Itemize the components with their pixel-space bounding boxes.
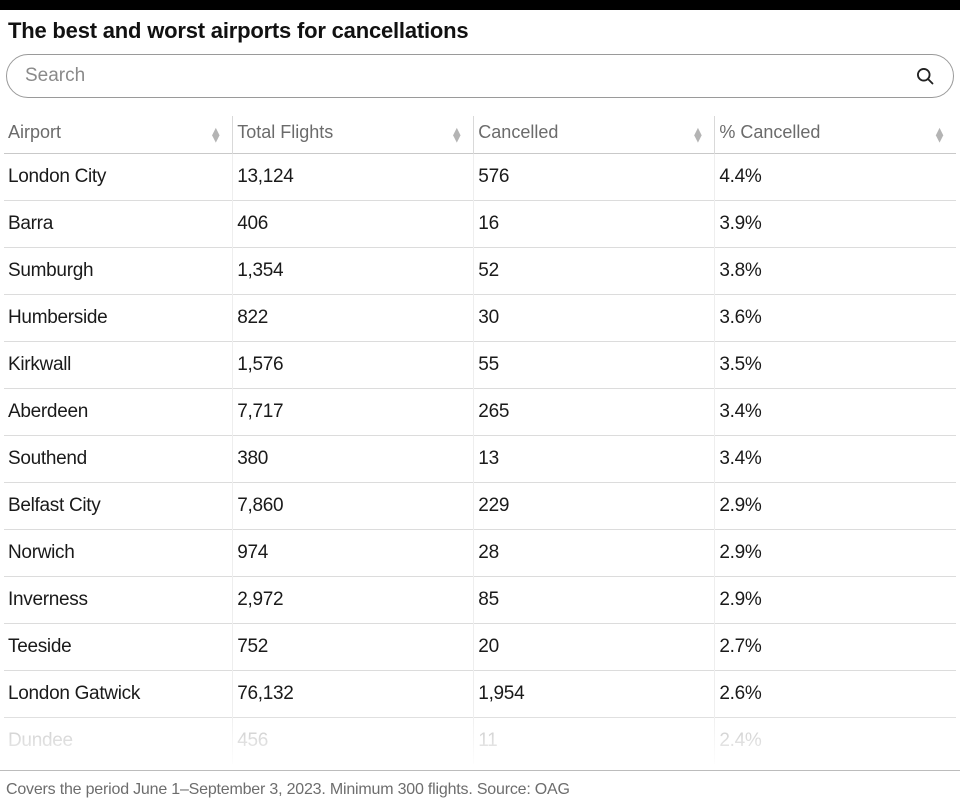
sort-icon[interactable]: ▲▼ xyxy=(933,127,946,141)
table-cell: London City xyxy=(4,154,233,201)
search-icon[interactable] xyxy=(915,66,935,86)
sort-icon[interactable]: ▲▼ xyxy=(692,127,705,141)
table-row: London Gatwick76,1321,9542.6% xyxy=(4,671,956,718)
table-cell: 2.7% xyxy=(715,624,956,671)
table-row: Sumburgh1,354523.8% xyxy=(4,248,956,295)
search-input[interactable] xyxy=(25,65,915,87)
top-black-bar xyxy=(0,0,960,10)
table-row: Kirkwall1,576553.5% xyxy=(4,342,956,389)
table-cell: 576 xyxy=(474,154,715,201)
table-cell: 3.9% xyxy=(715,201,956,248)
table-cell: 2,972 xyxy=(233,577,474,624)
footer-note: Covers the period June 1–September 3, 20… xyxy=(0,770,960,811)
table-row: Inverness2,972852.9% xyxy=(4,577,956,624)
table-row: Barra406163.9% xyxy=(4,201,956,248)
page-title: The best and worst airports for cancella… xyxy=(4,18,956,54)
table-cell: Humberside xyxy=(4,295,233,342)
table-cell: 55 xyxy=(474,342,715,389)
table-cell: 20 xyxy=(474,624,715,671)
table-row: Southend380133.4% xyxy=(4,436,956,483)
table-cell: 406 xyxy=(233,201,474,248)
table-cell: 974 xyxy=(233,530,474,577)
table-cell: 3.8% xyxy=(715,248,956,295)
table-cell: 13 xyxy=(474,436,715,483)
table-cell: 11 xyxy=(474,718,715,765)
table-cell: 1,354 xyxy=(233,248,474,295)
table-cell: London Gatwick xyxy=(4,671,233,718)
column-header-label: % Cancelled xyxy=(719,122,820,142)
table-cell: Inverness xyxy=(4,577,233,624)
table-cell: 16 xyxy=(474,201,715,248)
table-cell: 28 xyxy=(474,530,715,577)
column-header[interactable]: % Cancelled ▲▼ xyxy=(715,116,956,154)
table-cell: Norwich xyxy=(4,530,233,577)
table-row: Aberdeen7,7172653.4% xyxy=(4,389,956,436)
table-cell: 52 xyxy=(474,248,715,295)
table-cell: 3.5% xyxy=(715,342,956,389)
table-body: London City13,1245764.4%Barra406163.9%Su… xyxy=(4,154,956,765)
column-header-label: Total Flights xyxy=(237,122,333,142)
table-header-row: Airport▲▼Total Flights▲▼Cancelled▲▼% Can… xyxy=(4,116,956,154)
table-cell: Teeside xyxy=(4,624,233,671)
table-cell: 456 xyxy=(233,718,474,765)
table-cell: 2.9% xyxy=(715,483,956,530)
table-cell: 1,576 xyxy=(233,342,474,389)
table-cell: Sumburgh xyxy=(4,248,233,295)
column-header[interactable]: Cancelled ▲▼ xyxy=(474,116,715,154)
table-cell: 752 xyxy=(233,624,474,671)
table-row: Dundee456112.4% xyxy=(4,718,956,765)
column-header-label: Cancelled xyxy=(478,122,558,142)
table-cell: 229 xyxy=(474,483,715,530)
table-cell: 3.4% xyxy=(715,389,956,436)
table-cell: 30 xyxy=(474,295,715,342)
table-cell: 2.6% xyxy=(715,671,956,718)
column-header[interactable]: Total Flights ▲▼ xyxy=(233,116,474,154)
table-cell: 3.4% xyxy=(715,436,956,483)
table-cell: 265 xyxy=(474,389,715,436)
table-cell: Barra xyxy=(4,201,233,248)
table-row: Norwich974282.9% xyxy=(4,530,956,577)
table-cell: 7,860 xyxy=(233,483,474,530)
airports-table: Airport▲▼Total Flights▲▼Cancelled▲▼% Can… xyxy=(4,116,956,764)
table-cell: 85 xyxy=(474,577,715,624)
table-row: Belfast City7,8602292.9% xyxy=(4,483,956,530)
table-cell: 2.9% xyxy=(715,577,956,624)
column-header-label: Airport xyxy=(8,122,61,142)
content-container: The best and worst airports for cancella… xyxy=(0,10,960,764)
table-cell: 76,132 xyxy=(233,671,474,718)
table-cell: 822 xyxy=(233,295,474,342)
table-cell: 3.6% xyxy=(715,295,956,342)
table-cell: 2.9% xyxy=(715,530,956,577)
table-cell: Aberdeen xyxy=(4,389,233,436)
table-cell: 4.4% xyxy=(715,154,956,201)
sort-icon[interactable]: ▲▼ xyxy=(209,127,222,141)
table-row: Humberside822303.6% xyxy=(4,295,956,342)
table-cell: Kirkwall xyxy=(4,342,233,389)
table-cell: 2.4% xyxy=(715,718,956,765)
column-header[interactable]: Airport ▲▼ xyxy=(4,116,233,154)
sort-icon[interactable]: ▲▼ xyxy=(450,127,463,141)
table-cell: 7,717 xyxy=(233,389,474,436)
table-cell: 13,124 xyxy=(233,154,474,201)
table-cell: 380 xyxy=(233,436,474,483)
table-cell: Belfast City xyxy=(4,483,233,530)
table-cell: Dundee xyxy=(4,718,233,765)
table-row: Teeside752202.7% xyxy=(4,624,956,671)
table-row: London City13,1245764.4% xyxy=(4,154,956,201)
search-field-wrap[interactable] xyxy=(6,54,954,98)
table-cell: Southend xyxy=(4,436,233,483)
table-cell: 1,954 xyxy=(474,671,715,718)
